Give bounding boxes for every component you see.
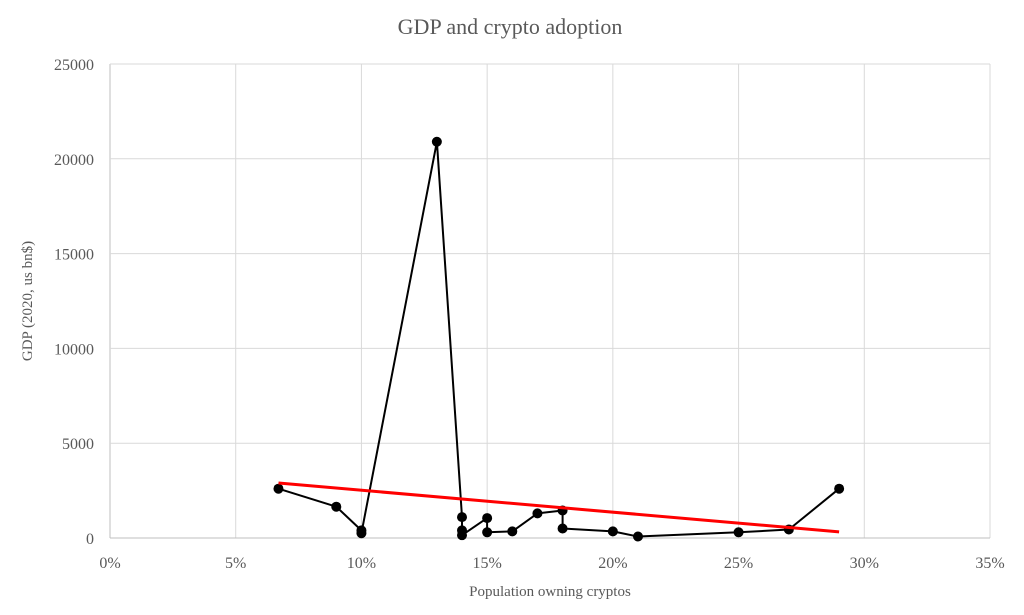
grid-layer — [109, 63, 991, 539]
x-tick-label: 10% — [347, 555, 376, 572]
data-point — [482, 513, 493, 524]
x-tick-label: 15% — [472, 555, 501, 572]
data-point — [482, 527, 493, 538]
data-point — [607, 526, 618, 537]
y-tick-label: 15000 — [54, 247, 94, 264]
y-axis-label: GDP (2020, us bn$) — [20, 241, 36, 361]
x-tick-label: 0% — [99, 555, 120, 572]
data-point — [834, 483, 845, 494]
x-tick-label: 5% — [225, 555, 246, 572]
trendline — [278, 481, 840, 534]
data-point — [507, 526, 518, 537]
data-point — [733, 527, 744, 538]
data-point — [532, 508, 543, 519]
x-tick-label: 35% — [975, 555, 1004, 572]
data-point — [273, 483, 284, 494]
series-layer — [273, 136, 845, 542]
data-point — [431, 136, 442, 147]
y-tick-label: 10000 — [54, 341, 94, 358]
data-point — [356, 528, 367, 539]
y-tick-label: 0 — [86, 531, 94, 548]
y-tick-label: 5000 — [62, 436, 94, 453]
x-tick-label: 20% — [598, 555, 627, 572]
chart-title: GDP and crypto adoption — [398, 14, 623, 39]
y-tick-label: 20000 — [54, 152, 94, 169]
data-point — [557, 523, 568, 534]
x-tick-label: 30% — [850, 555, 879, 572]
y-tick-label: 25000 — [54, 57, 94, 74]
data-point — [457, 530, 467, 541]
data-point — [331, 501, 342, 512]
series-line — [278, 140, 840, 538]
x-axis-label: Population owning cryptos — [469, 584, 631, 600]
x-tick-label: 25% — [724, 555, 753, 572]
data-point — [457, 512, 467, 523]
tick-layer: 0% 5% 10% 15% 20% 25% 30% 35% 0 5000 10000 15000 200… — [54, 57, 1005, 572]
data-point — [633, 531, 643, 542]
